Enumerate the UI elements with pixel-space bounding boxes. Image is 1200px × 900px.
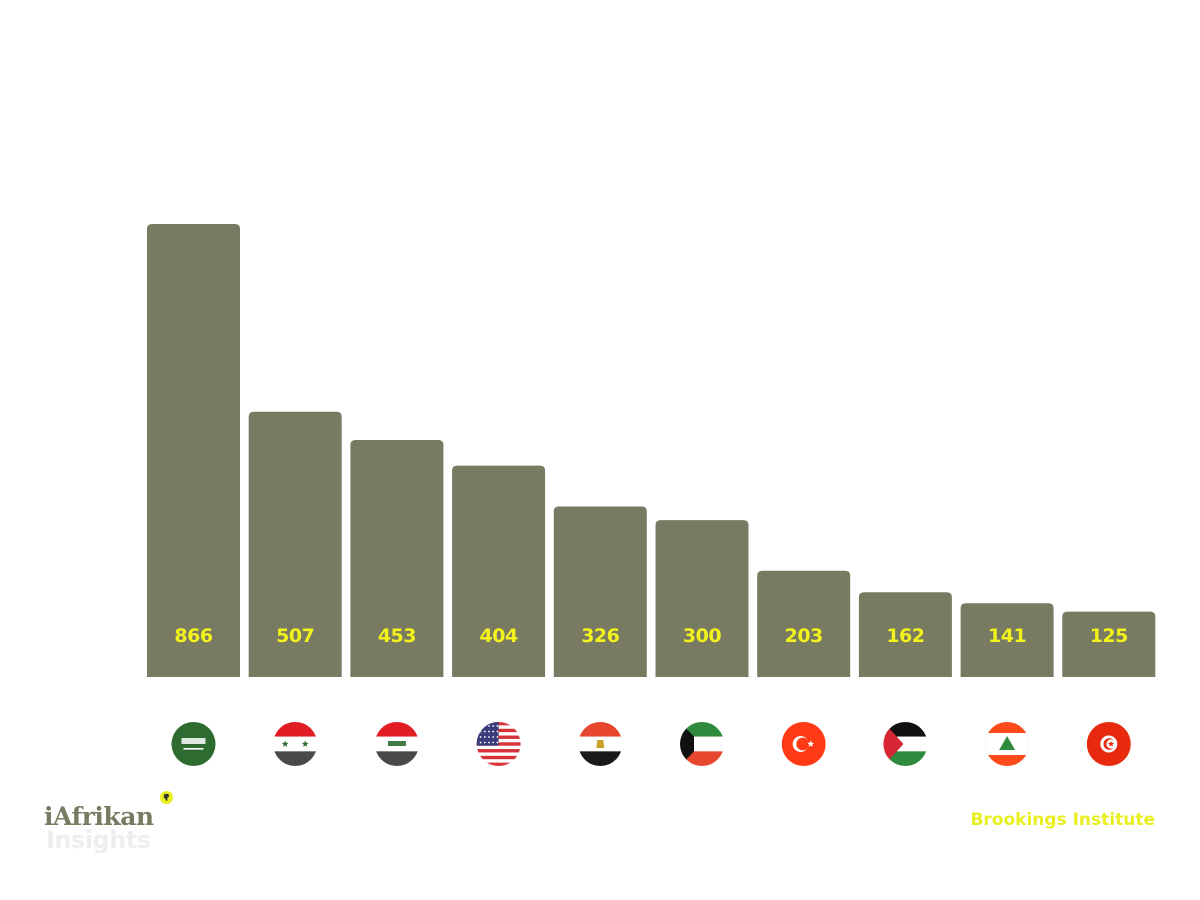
bar-turkey xyxy=(757,570,851,677)
bar-value-label: 141 xyxy=(988,625,1026,647)
turkey-flag-icon xyxy=(781,722,826,766)
bar-value-label: 404 xyxy=(480,625,518,647)
bar-value-label: 507 xyxy=(276,625,314,647)
logo-sub-text: Insights xyxy=(46,826,151,854)
bar-egypt xyxy=(553,506,647,677)
tunisia-flag-icon xyxy=(1086,722,1131,766)
lebanon-flag-icon xyxy=(985,722,1030,766)
bar-lebanon xyxy=(960,603,1054,677)
iraq-flag-icon xyxy=(374,722,419,766)
bar-palestine xyxy=(858,592,952,677)
logo-main-text: iAfrikan xyxy=(44,802,154,831)
bar-value-label: 326 xyxy=(581,625,619,647)
saudi-arabia-flag-icon xyxy=(171,722,216,766)
brand-logo: iAfrikan Insights xyxy=(44,790,184,860)
bar-value-label: 866 xyxy=(174,625,212,647)
labels-group: 866 507 453 404 326 300 203 162 141 125 xyxy=(174,625,1128,647)
kuwait-flag-icon xyxy=(680,722,724,766)
bar-value-label: 453 xyxy=(378,625,416,647)
bar-iraq xyxy=(350,440,444,677)
africa-icon xyxy=(160,791,173,804)
flags-group xyxy=(171,722,1131,766)
bar-syria xyxy=(248,411,342,677)
bar-value-label: 203 xyxy=(785,625,823,647)
usa-flag-icon xyxy=(476,722,521,766)
bar-kuwait xyxy=(655,520,749,677)
bar-united-states xyxy=(452,465,546,677)
bar-value-label: 125 xyxy=(1090,625,1128,647)
bar-tunisia xyxy=(1062,611,1156,677)
source-credit: Brookings Institute xyxy=(970,810,1155,830)
syria-flag-icon xyxy=(273,722,318,766)
bars-group xyxy=(147,224,1156,677)
bar-value-label: 162 xyxy=(886,625,924,647)
bar-saudi-arabia xyxy=(147,224,240,677)
bar-value-label: 300 xyxy=(683,625,721,647)
egypt-flag-icon xyxy=(578,722,623,766)
palestine-flag-icon xyxy=(883,722,928,766)
